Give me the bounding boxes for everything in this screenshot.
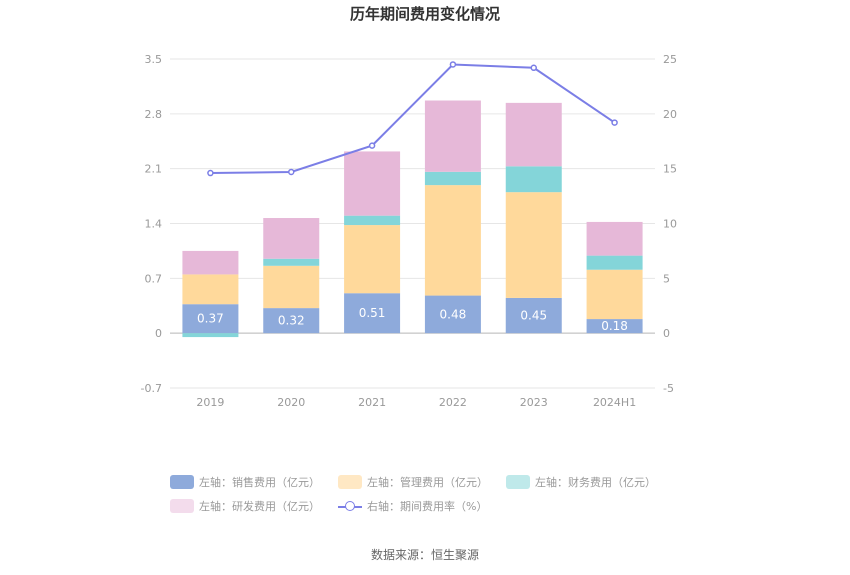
legend-item-sales[interactable]: 左轴：销售费用（亿元） bbox=[170, 474, 320, 490]
left-tick-label: -0.7 bbox=[141, 382, 162, 395]
bar-segment-1 bbox=[344, 225, 401, 294]
bar-segment-0 bbox=[505, 297, 562, 334]
right-tick-label: 15 bbox=[663, 163, 677, 176]
right-tick-label: -5 bbox=[663, 382, 674, 395]
legend-label-rd: 左轴：研发费用（亿元） bbox=[199, 500, 320, 513]
bar-segment-2 bbox=[586, 255, 643, 270]
x-tick-label: 2020 bbox=[277, 396, 305, 409]
bar-segment-3 bbox=[263, 218, 320, 259]
bar-segment-2 bbox=[344, 215, 401, 226]
left-tick-label: 0.7 bbox=[145, 272, 163, 285]
x-tick-label: 2024H1 bbox=[593, 396, 636, 409]
rate-point bbox=[530, 64, 537, 72]
bar-segment-0 bbox=[586, 319, 643, 334]
bar-segment-2 bbox=[263, 258, 320, 266]
bar-labels: 0.37 0.32 0.51 0.48 0.45 0.18 bbox=[197, 306, 628, 333]
legend-label-admin: 左轴：管理费用（亿元） bbox=[367, 476, 488, 489]
rate-point bbox=[207, 169, 214, 177]
bar-segment-1 bbox=[586, 269, 643, 320]
left-axis: 3.5 2.8 2.1 1.4 0.7 0 -0.7 bbox=[141, 53, 162, 395]
left-tick-label: 0 bbox=[155, 327, 162, 340]
legend-label-finance: 左轴：财务费用（亿元） bbox=[535, 476, 656, 489]
bar-segment-2 bbox=[424, 171, 481, 186]
left-tick-label: 3.5 bbox=[145, 53, 163, 66]
left-tick-label: 2.1 bbox=[145, 163, 163, 176]
bar-segment-1 bbox=[505, 192, 562, 298]
bar-segment-2 bbox=[505, 166, 562, 193]
left-tick-label: 2.8 bbox=[145, 108, 163, 121]
bar-value-label: 0.18 bbox=[601, 319, 628, 333]
x-tick-label: 2021 bbox=[358, 396, 386, 409]
right-tick-label: 25 bbox=[663, 53, 677, 66]
x-tick-label: 2019 bbox=[196, 396, 224, 409]
grid-lines bbox=[170, 58, 655, 389]
rate-point bbox=[368, 142, 376, 149]
legend-label-sales: 左轴：销售费用（亿元） bbox=[199, 476, 320, 489]
right-tick-label: 5 bbox=[663, 272, 670, 285]
rate-point bbox=[288, 168, 295, 176]
rate-line bbox=[207, 61, 618, 177]
bar-value-label: 0.48 bbox=[440, 307, 467, 321]
x-tick-label: 2022 bbox=[439, 396, 467, 409]
bar-value-label: 0.45 bbox=[520, 309, 547, 323]
legend-swatch-rd bbox=[170, 499, 194, 513]
legend: 左轴：销售费用（亿元） 左轴：管理费用（亿元） 左轴：财务费用（亿元） 左轴：研… bbox=[170, 470, 710, 518]
x-tick-label: 2023 bbox=[520, 396, 548, 409]
chart-title: 历年期间费用变化情况 bbox=[350, 5, 500, 23]
bar-value-label: 0.37 bbox=[197, 312, 224, 326]
legend-item-rate[interactable]: 右轴：期间费用率（%） bbox=[338, 498, 487, 514]
bar-segment-2 bbox=[182, 333, 239, 338]
bar-segment-1 bbox=[424, 185, 481, 296]
legend-swatch-admin bbox=[338, 475, 362, 489]
rate-line-path bbox=[210, 63, 616, 175]
x-axis: 2019 2020 2021 2022 2023 2024H1 bbox=[196, 396, 636, 409]
bar-value-label: 0.51 bbox=[359, 306, 386, 320]
bar-segment-3 bbox=[182, 250, 239, 275]
right-tick-label: 10 bbox=[663, 218, 677, 231]
bar-segment-1 bbox=[263, 265, 320, 309]
bar-segment-0 bbox=[263, 308, 320, 334]
left-tick-label: 1.4 bbox=[145, 218, 163, 231]
bar-value-label: 0.32 bbox=[278, 314, 305, 328]
bar-segment-3 bbox=[505, 102, 562, 167]
legend-swatch-finance bbox=[506, 475, 530, 489]
legend-swatch-rate bbox=[338, 499, 362, 513]
bar-segment-3 bbox=[424, 100, 481, 172]
right-tick-label: 0 bbox=[663, 327, 670, 340]
rate-point bbox=[611, 119, 618, 126]
bar-segment-0 bbox=[424, 295, 481, 334]
right-axis: 25 20 15 10 5 0 -5 bbox=[663, 53, 677, 395]
bars bbox=[182, 100, 643, 338]
rate-point bbox=[449, 61, 457, 68]
legend-item-finance[interactable]: 左轴：财务费用（亿元） bbox=[506, 474, 656, 490]
legend-item-rd[interactable]: 左轴：研发费用（亿元） bbox=[170, 498, 320, 514]
data-source: 数据来源：恒生聚源 bbox=[370, 548, 479, 562]
bar-segment-3 bbox=[344, 151, 401, 216]
right-tick-label: 20 bbox=[663, 108, 677, 121]
bar-segment-1 bbox=[182, 274, 239, 305]
legend-swatch-sales bbox=[170, 475, 194, 489]
bar-segment-0 bbox=[182, 304, 239, 334]
bar-segment-0 bbox=[344, 293, 401, 334]
legend-item-admin[interactable]: 左轴：管理费用（亿元） bbox=[338, 474, 488, 490]
bar-segment-3 bbox=[586, 221, 643, 256]
legend-label-rate: 右轴：期间费用率（%） bbox=[367, 500, 488, 513]
